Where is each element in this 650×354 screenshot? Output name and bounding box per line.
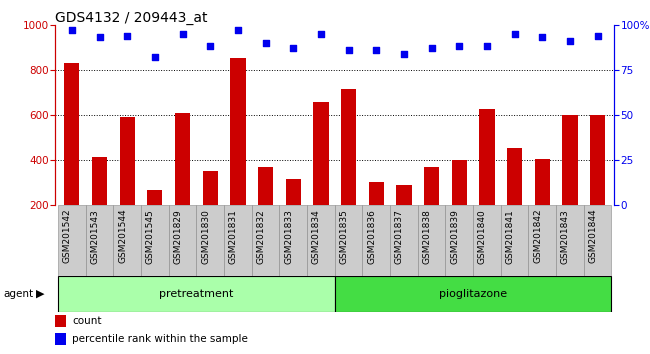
Bar — [86, 205, 113, 276]
Bar — [473, 205, 500, 276]
Text: GSM201843: GSM201843 — [561, 209, 570, 264]
Bar — [169, 205, 196, 276]
Bar — [55, 315, 66, 327]
Point — [592, 33, 603, 39]
Text: GSM201840: GSM201840 — [478, 209, 487, 264]
Text: GSM201838: GSM201838 — [422, 209, 432, 264]
Point — [537, 35, 547, 40]
Bar — [445, 205, 473, 276]
Bar — [528, 205, 556, 276]
Bar — [258, 167, 273, 251]
Point — [205, 44, 215, 49]
Point — [510, 31, 520, 37]
Bar — [280, 205, 307, 276]
Text: pretreatment: pretreatment — [159, 289, 233, 299]
Bar — [418, 205, 445, 276]
Bar — [363, 205, 390, 276]
Bar — [64, 63, 79, 251]
Bar — [203, 171, 218, 251]
Bar — [500, 205, 528, 276]
Bar — [335, 205, 363, 276]
Bar — [396, 185, 411, 251]
Point — [426, 45, 437, 51]
Text: GSM201844: GSM201844 — [589, 209, 597, 263]
Text: GSM201544: GSM201544 — [118, 209, 127, 263]
Bar — [479, 109, 495, 251]
Point — [261, 40, 271, 46]
Text: GSM201829: GSM201829 — [174, 209, 183, 264]
Bar — [113, 205, 141, 276]
Text: GSM201842: GSM201842 — [533, 209, 542, 263]
Text: GSM201831: GSM201831 — [229, 209, 238, 264]
Text: GSM201542: GSM201542 — [63, 209, 72, 263]
Text: GSM201839: GSM201839 — [450, 209, 460, 264]
Point — [371, 47, 382, 53]
Point — [177, 31, 188, 37]
Text: GSM201835: GSM201835 — [339, 209, 348, 264]
Text: percentile rank within the sample: percentile rank within the sample — [72, 334, 248, 344]
Text: agent: agent — [3, 289, 33, 299]
Point — [233, 27, 243, 33]
Text: GSM201833: GSM201833 — [284, 209, 293, 264]
Point — [288, 45, 298, 51]
Point — [94, 35, 105, 40]
Bar — [452, 160, 467, 251]
Point — [122, 33, 133, 39]
Point — [482, 44, 492, 49]
Text: GSM201543: GSM201543 — [90, 209, 99, 264]
Point — [565, 38, 575, 44]
Bar — [313, 102, 328, 251]
Bar — [148, 190, 162, 251]
Bar — [196, 205, 224, 276]
Bar — [230, 57, 246, 251]
Bar — [120, 117, 135, 251]
Bar — [507, 148, 522, 251]
Bar — [55, 333, 66, 345]
Point — [398, 51, 409, 57]
Bar — [335, 276, 612, 312]
Text: GSM201841: GSM201841 — [506, 209, 515, 264]
Text: GDS4132 / 209443_at: GDS4132 / 209443_at — [55, 11, 208, 25]
Text: GSM201836: GSM201836 — [367, 209, 376, 264]
Text: ▶: ▶ — [36, 289, 44, 299]
Bar — [58, 205, 86, 276]
Bar — [584, 205, 612, 276]
Text: GSM201832: GSM201832 — [257, 209, 266, 264]
Bar — [369, 182, 384, 251]
Bar — [58, 276, 335, 312]
Bar — [390, 205, 418, 276]
Bar — [562, 115, 578, 251]
Point — [316, 31, 326, 37]
Bar — [341, 89, 356, 251]
Point — [454, 44, 465, 49]
Text: GSM201545: GSM201545 — [146, 209, 155, 264]
Bar — [590, 115, 605, 251]
Bar — [141, 205, 169, 276]
Point — [343, 47, 354, 53]
Bar — [424, 167, 439, 251]
Point — [67, 27, 77, 33]
Text: pioglitazone: pioglitazone — [439, 289, 507, 299]
Text: GSM201830: GSM201830 — [202, 209, 210, 264]
Text: count: count — [72, 316, 101, 326]
Bar — [92, 157, 107, 251]
Bar — [175, 114, 190, 251]
Bar — [224, 205, 252, 276]
Point — [150, 55, 160, 60]
Bar — [307, 205, 335, 276]
Text: GSM201837: GSM201837 — [395, 209, 404, 264]
Bar — [556, 205, 584, 276]
Text: GSM201834: GSM201834 — [312, 209, 321, 264]
Bar — [285, 179, 301, 251]
Bar — [252, 205, 280, 276]
Bar — [535, 159, 550, 251]
